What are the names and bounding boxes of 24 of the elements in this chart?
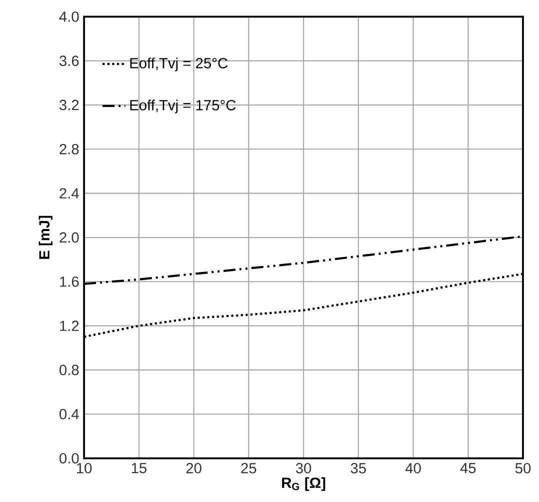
x-tick-label: 10 (77, 462, 92, 474)
x-tick-label: 30 (296, 462, 312, 474)
y-tick-label: 1.2 (60, 320, 79, 331)
legend-label: Eoff,Tvj = 25°C (130, 57, 228, 72)
y-tick-label: 0.0 (60, 452, 79, 464)
y-tick-label: 1.6 (60, 276, 79, 287)
x-tick-label: 45 (460, 462, 476, 474)
y-tick-label: 0.4 (60, 408, 79, 420)
y-tick-label: 3.6 (60, 56, 79, 66)
y-tick-label: 4.0 (59, 11, 79, 22)
x-tick-label: 20 (186, 462, 202, 474)
y-tick-label: 3.2 (60, 100, 79, 110)
x-axis-title: R$_{G}$ [Ω] (282, 477, 326, 491)
y-tick-label: 0.8 (60, 364, 79, 376)
legend-label: Eoff,Tvj = 175°C (130, 99, 236, 114)
x-tick-label: 35 (350, 462, 366, 474)
y-tick-label: 2.0 (60, 232, 79, 243)
y-tick-label: 2.8 (60, 144, 79, 154)
y-axis-title: E [mJ] (38, 216, 52, 259)
x-tick-label: 25 (241, 462, 256, 474)
x-tick-label: 50 (515, 462, 531, 474)
x-tick-label: 40 (405, 462, 421, 474)
x-tick-label: 15 (132, 462, 146, 474)
y-tick-label: 2.4 (60, 188, 79, 198)
